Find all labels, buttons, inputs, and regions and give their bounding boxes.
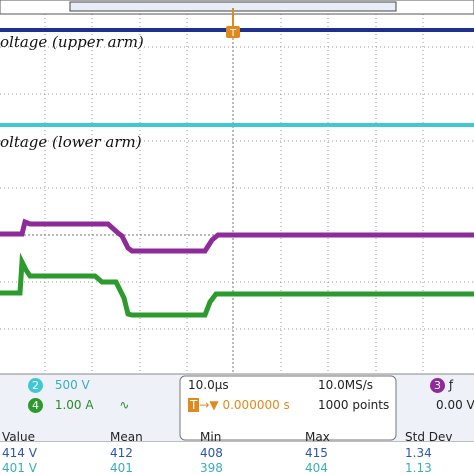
measurement-table: Value Mean Min Max Std Dev 414 V 412 408 415 1.34… (0, 430, 474, 475)
channel-scale: 1.00 A (54, 398, 94, 412)
trigger-icon: T (188, 398, 200, 412)
column-header: Max (305, 430, 330, 444)
trace-label: oltage (upper arm) (0, 33, 144, 51)
trigger-status: 3 ƒ (430, 378, 453, 393)
measurement-cell: 1.34 (405, 446, 432, 460)
measurement-cell: 401 (110, 461, 133, 475)
trigger-position: T →▼ 0.000000 s (188, 398, 290, 412)
trace-label: oltage (lower arm) (0, 133, 142, 151)
column-header: Mean (110, 430, 143, 444)
measurement-cell: 398 (200, 461, 223, 475)
trigger-time: 0.000000 s (222, 398, 290, 412)
channel-number: 2 (28, 378, 43, 393)
trigger-marker: T (229, 28, 237, 39)
channel-coupling: ∿ (119, 398, 130, 412)
measurement-cell: 408 (200, 446, 223, 460)
record-length: 1000 points (318, 398, 390, 412)
trigger-slope: ƒ (448, 378, 454, 392)
horizontal-scale: 10.0µs (188, 378, 229, 392)
measurement-cell: 412 (110, 446, 133, 460)
column-header: Std Dev (405, 430, 453, 444)
channel-status: 2 500 V (28, 378, 90, 393)
measurement-cell: 401 V (2, 461, 37, 475)
channel-status: 4 1.00 A ∿ (28, 398, 129, 413)
column-header: Min (200, 430, 222, 444)
channel-scale: 500 V (54, 378, 90, 392)
measurement-cell: 415 (305, 446, 328, 460)
channel-number: 4 (28, 398, 43, 413)
measurement-cell: 1.13 (405, 461, 432, 475)
measurement-cell: 414 V (2, 446, 37, 460)
measurement-cell: 404 (305, 461, 328, 475)
trigger-level: 0.00 V (436, 398, 474, 412)
trigger-channel: 3 (430, 378, 445, 393)
column-header: Value (2, 430, 35, 444)
sample-rate: 10.0MS/s (318, 378, 373, 392)
